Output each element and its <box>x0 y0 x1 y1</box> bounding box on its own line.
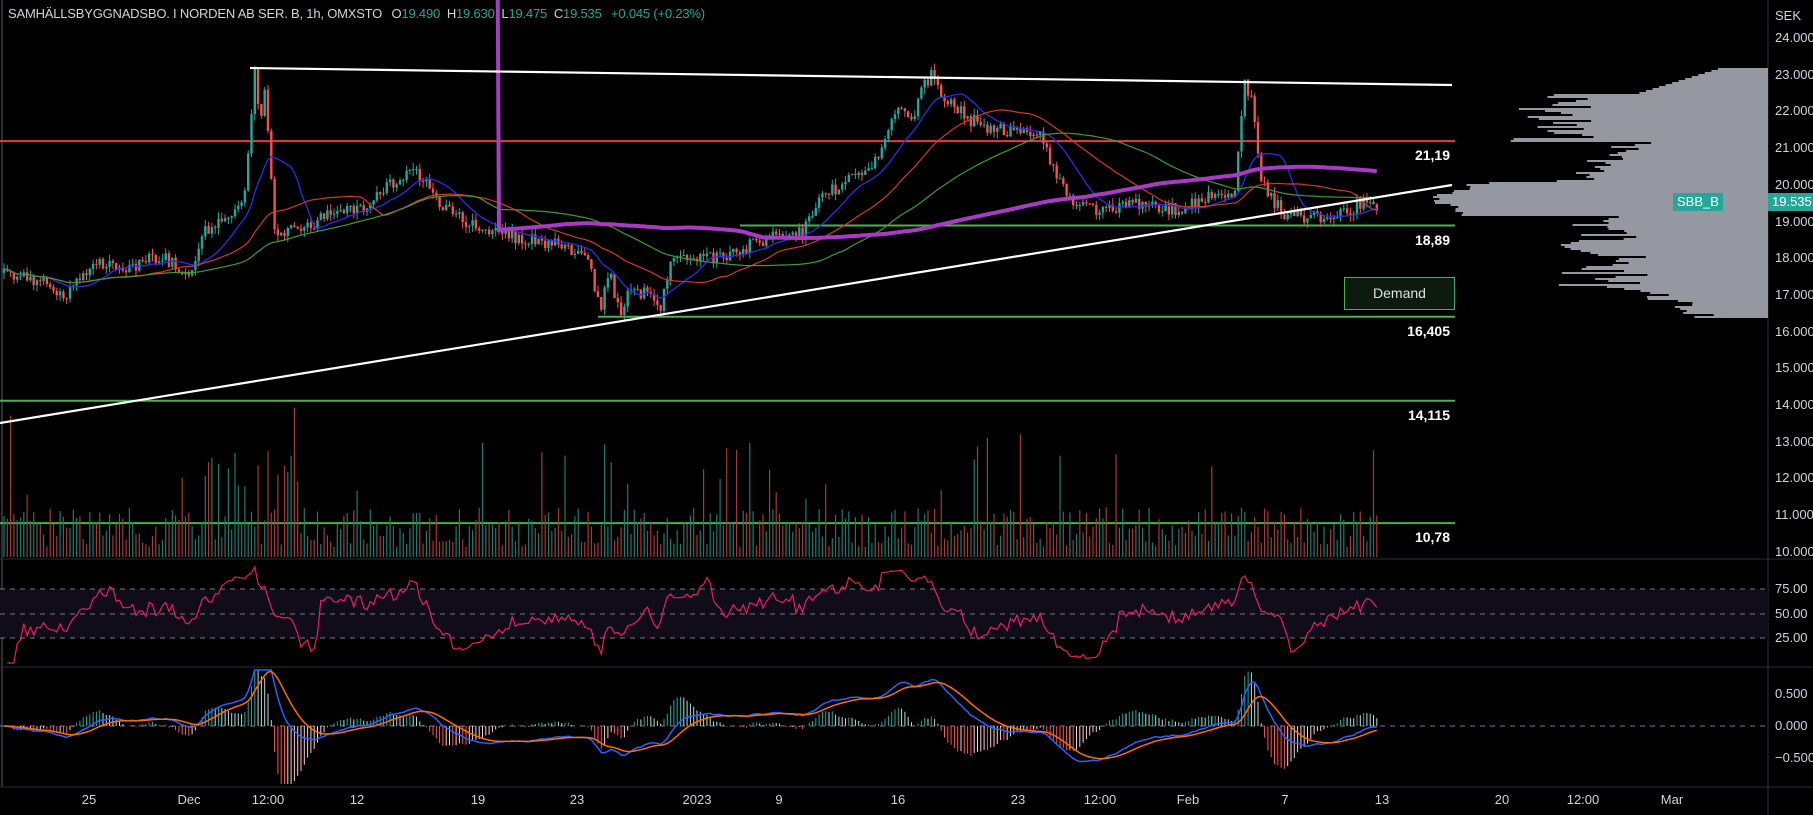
level-label: 10,78 <box>1414 529 1450 546</box>
time-tick: 7 <box>1281 792 1289 807</box>
trendline-resistance <box>249 66 1453 87</box>
price-tick: 11.000 <box>1775 507 1813 523</box>
last-price-tag: 19.535 <box>1768 193 1813 211</box>
time-tick: 16 <box>890 792 906 807</box>
macd-tick: 0.000 <box>1775 718 1808 733</box>
ma-mid <box>3 109 1377 284</box>
rsi-line <box>7 565 1378 664</box>
candles <box>2 63 1378 321</box>
demand-zone[interactable]: Demand <box>1344 277 1455 310</box>
high-value: 19.630 <box>456 6 495 21</box>
change-value: +0.045 (+0.23%) <box>611 6 705 21</box>
ticker-tag: SBB_B <box>1673 193 1723 211</box>
signal-line <box>3 670 1377 760</box>
price-tick: 16.000 <box>1775 323 1813 339</box>
macd-tick: 0.500 <box>1775 686 1808 701</box>
level-label: 18,89 <box>1414 231 1450 248</box>
price-tick: 10.000 <box>1775 543 1813 559</box>
time-tick: 20 <box>1494 792 1510 807</box>
macd-line <box>3 669 1377 763</box>
open-label: O <box>391 6 402 21</box>
price-tick: 17.000 <box>1775 286 1813 302</box>
symbol-header: SAMHÄLLSBYGGNADSBO. I NORDEN AB SER. B, … <box>8 6 705 21</box>
level-label: 16,405 <box>1407 322 1450 339</box>
time-tick: 25 <box>81 792 97 807</box>
ma-200 <box>495 0 1378 241</box>
time-tick: 23 <box>569 792 585 807</box>
time-tick: 12:00 <box>251 792 285 807</box>
time-tick: 2023 <box>682 792 712 807</box>
price-tick: 15.000 <box>1775 360 1813 376</box>
open-value: 19.490 <box>401 6 440 21</box>
ohlc-values: O19.490 H19.630 L19.475 C19.535 <box>392 6 606 21</box>
volume-bars <box>3 407 1378 557</box>
trendline-support <box>0 183 1453 425</box>
rsi-tick: 75.00 <box>1775 581 1808 596</box>
rsi-tick: 50.00 <box>1775 606 1808 621</box>
price-tick: 24.000 <box>1775 30 1813 45</box>
price-tick: 14.000 <box>1775 397 1813 412</box>
price-tick: 19.000 <box>1775 213 1813 229</box>
level-label: 14,115 <box>1407 406 1450 423</box>
price-tick: 21.000 <box>1775 140 1813 156</box>
time-tick: 23 <box>1010 792 1026 807</box>
time-tick: Feb <box>1176 792 1200 807</box>
time-tick: Mar <box>1660 792 1684 807</box>
price-tick: 20.000 <box>1775 176 1813 192</box>
time-tick: 13 <box>1374 792 1390 807</box>
high-label: H <box>446 6 457 21</box>
ma-fast <box>3 93 1377 299</box>
symbol-title: SAMHÄLLSBYGGNADSBO. I NORDEN AB SER. B, … <box>8 6 383 21</box>
level-label: 21,19 <box>1414 147 1450 164</box>
time-tick: Dec <box>177 792 201 807</box>
time-tick: 12 <box>349 792 365 807</box>
time-tick: 12:00 <box>1083 792 1117 807</box>
price-tick: 13.000 <box>1775 433 1813 449</box>
low-label: L <box>501 6 509 21</box>
price-tick: 12.000 <box>1775 470 1813 486</box>
low-value: 19.475 <box>508 6 548 21</box>
rsi-tick: 25.00 <box>1775 630 1808 645</box>
time-tick: 12:00 <box>1566 792 1600 807</box>
macd-tick: −0.500 <box>1775 750 1813 765</box>
time-tick: 9 <box>775 792 783 807</box>
currency-label: SEK <box>1775 8 1802 23</box>
close-value: 19.535 <box>563 6 602 21</box>
price-tick: 23.000 <box>1775 66 1813 82</box>
price-tick: 18.000 <box>1775 250 1813 266</box>
close-label: C <box>553 6 564 21</box>
volume-profile <box>1433 68 1768 318</box>
macd-histogram <box>6 670 1378 784</box>
price-tick: 22.000 <box>1775 103 1813 119</box>
ma-slow <box>3 132 1377 284</box>
time-tick: 19 <box>470 792 486 807</box>
